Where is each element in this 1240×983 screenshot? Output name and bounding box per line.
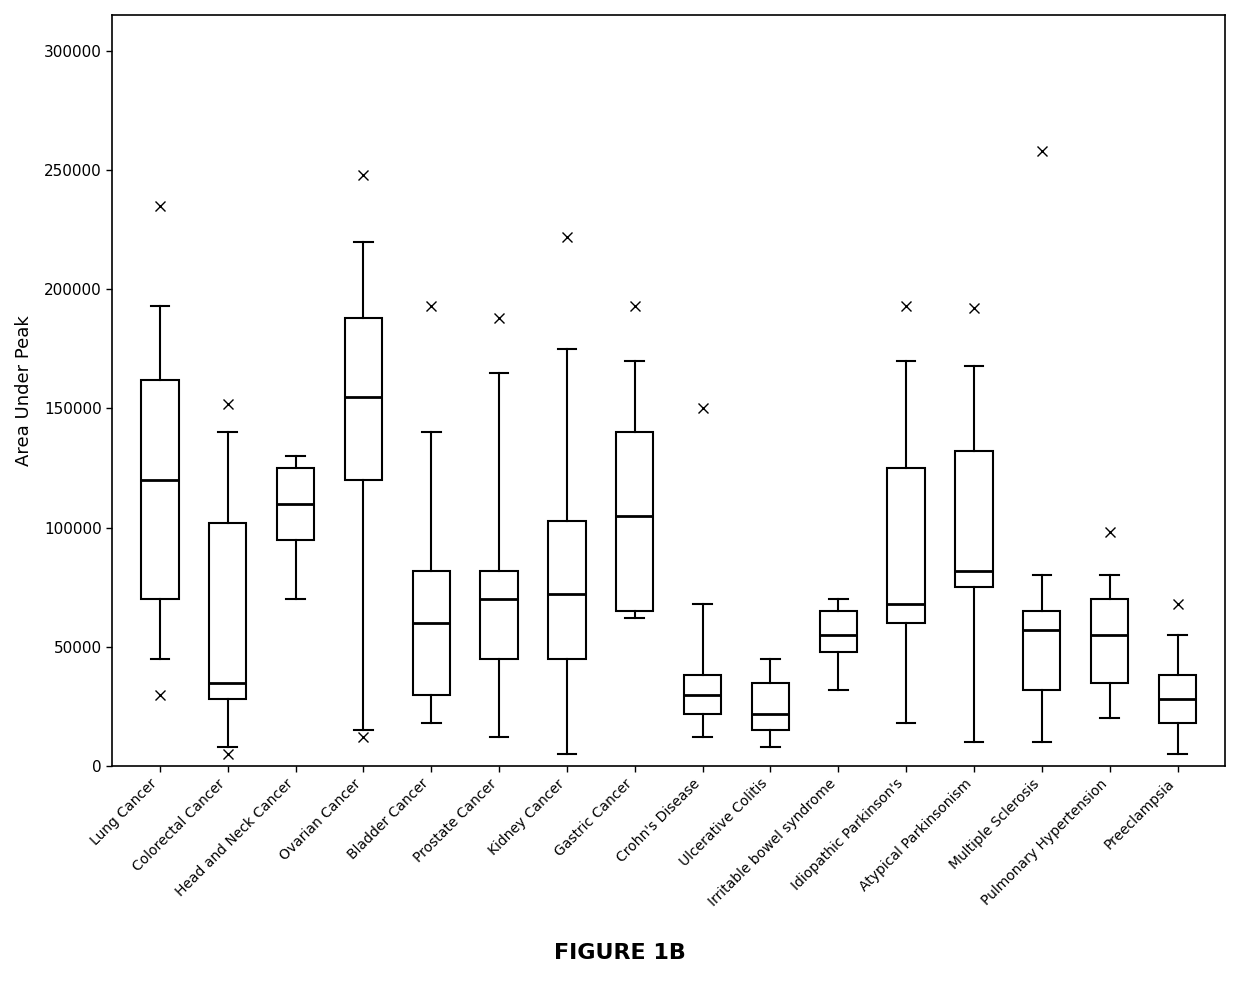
PathPatch shape xyxy=(1159,675,1197,723)
PathPatch shape xyxy=(820,611,857,652)
PathPatch shape xyxy=(413,570,450,695)
PathPatch shape xyxy=(277,468,314,540)
PathPatch shape xyxy=(1091,600,1128,682)
PathPatch shape xyxy=(751,682,789,730)
Text: FIGURE 1B: FIGURE 1B xyxy=(554,944,686,963)
PathPatch shape xyxy=(210,523,247,699)
PathPatch shape xyxy=(1023,611,1060,690)
PathPatch shape xyxy=(955,451,993,587)
PathPatch shape xyxy=(548,521,585,659)
PathPatch shape xyxy=(345,318,382,480)
PathPatch shape xyxy=(888,468,925,623)
PathPatch shape xyxy=(616,433,653,611)
Y-axis label: Area Under Peak: Area Under Peak xyxy=(15,316,33,466)
PathPatch shape xyxy=(141,379,179,600)
PathPatch shape xyxy=(684,675,722,714)
PathPatch shape xyxy=(480,570,518,659)
